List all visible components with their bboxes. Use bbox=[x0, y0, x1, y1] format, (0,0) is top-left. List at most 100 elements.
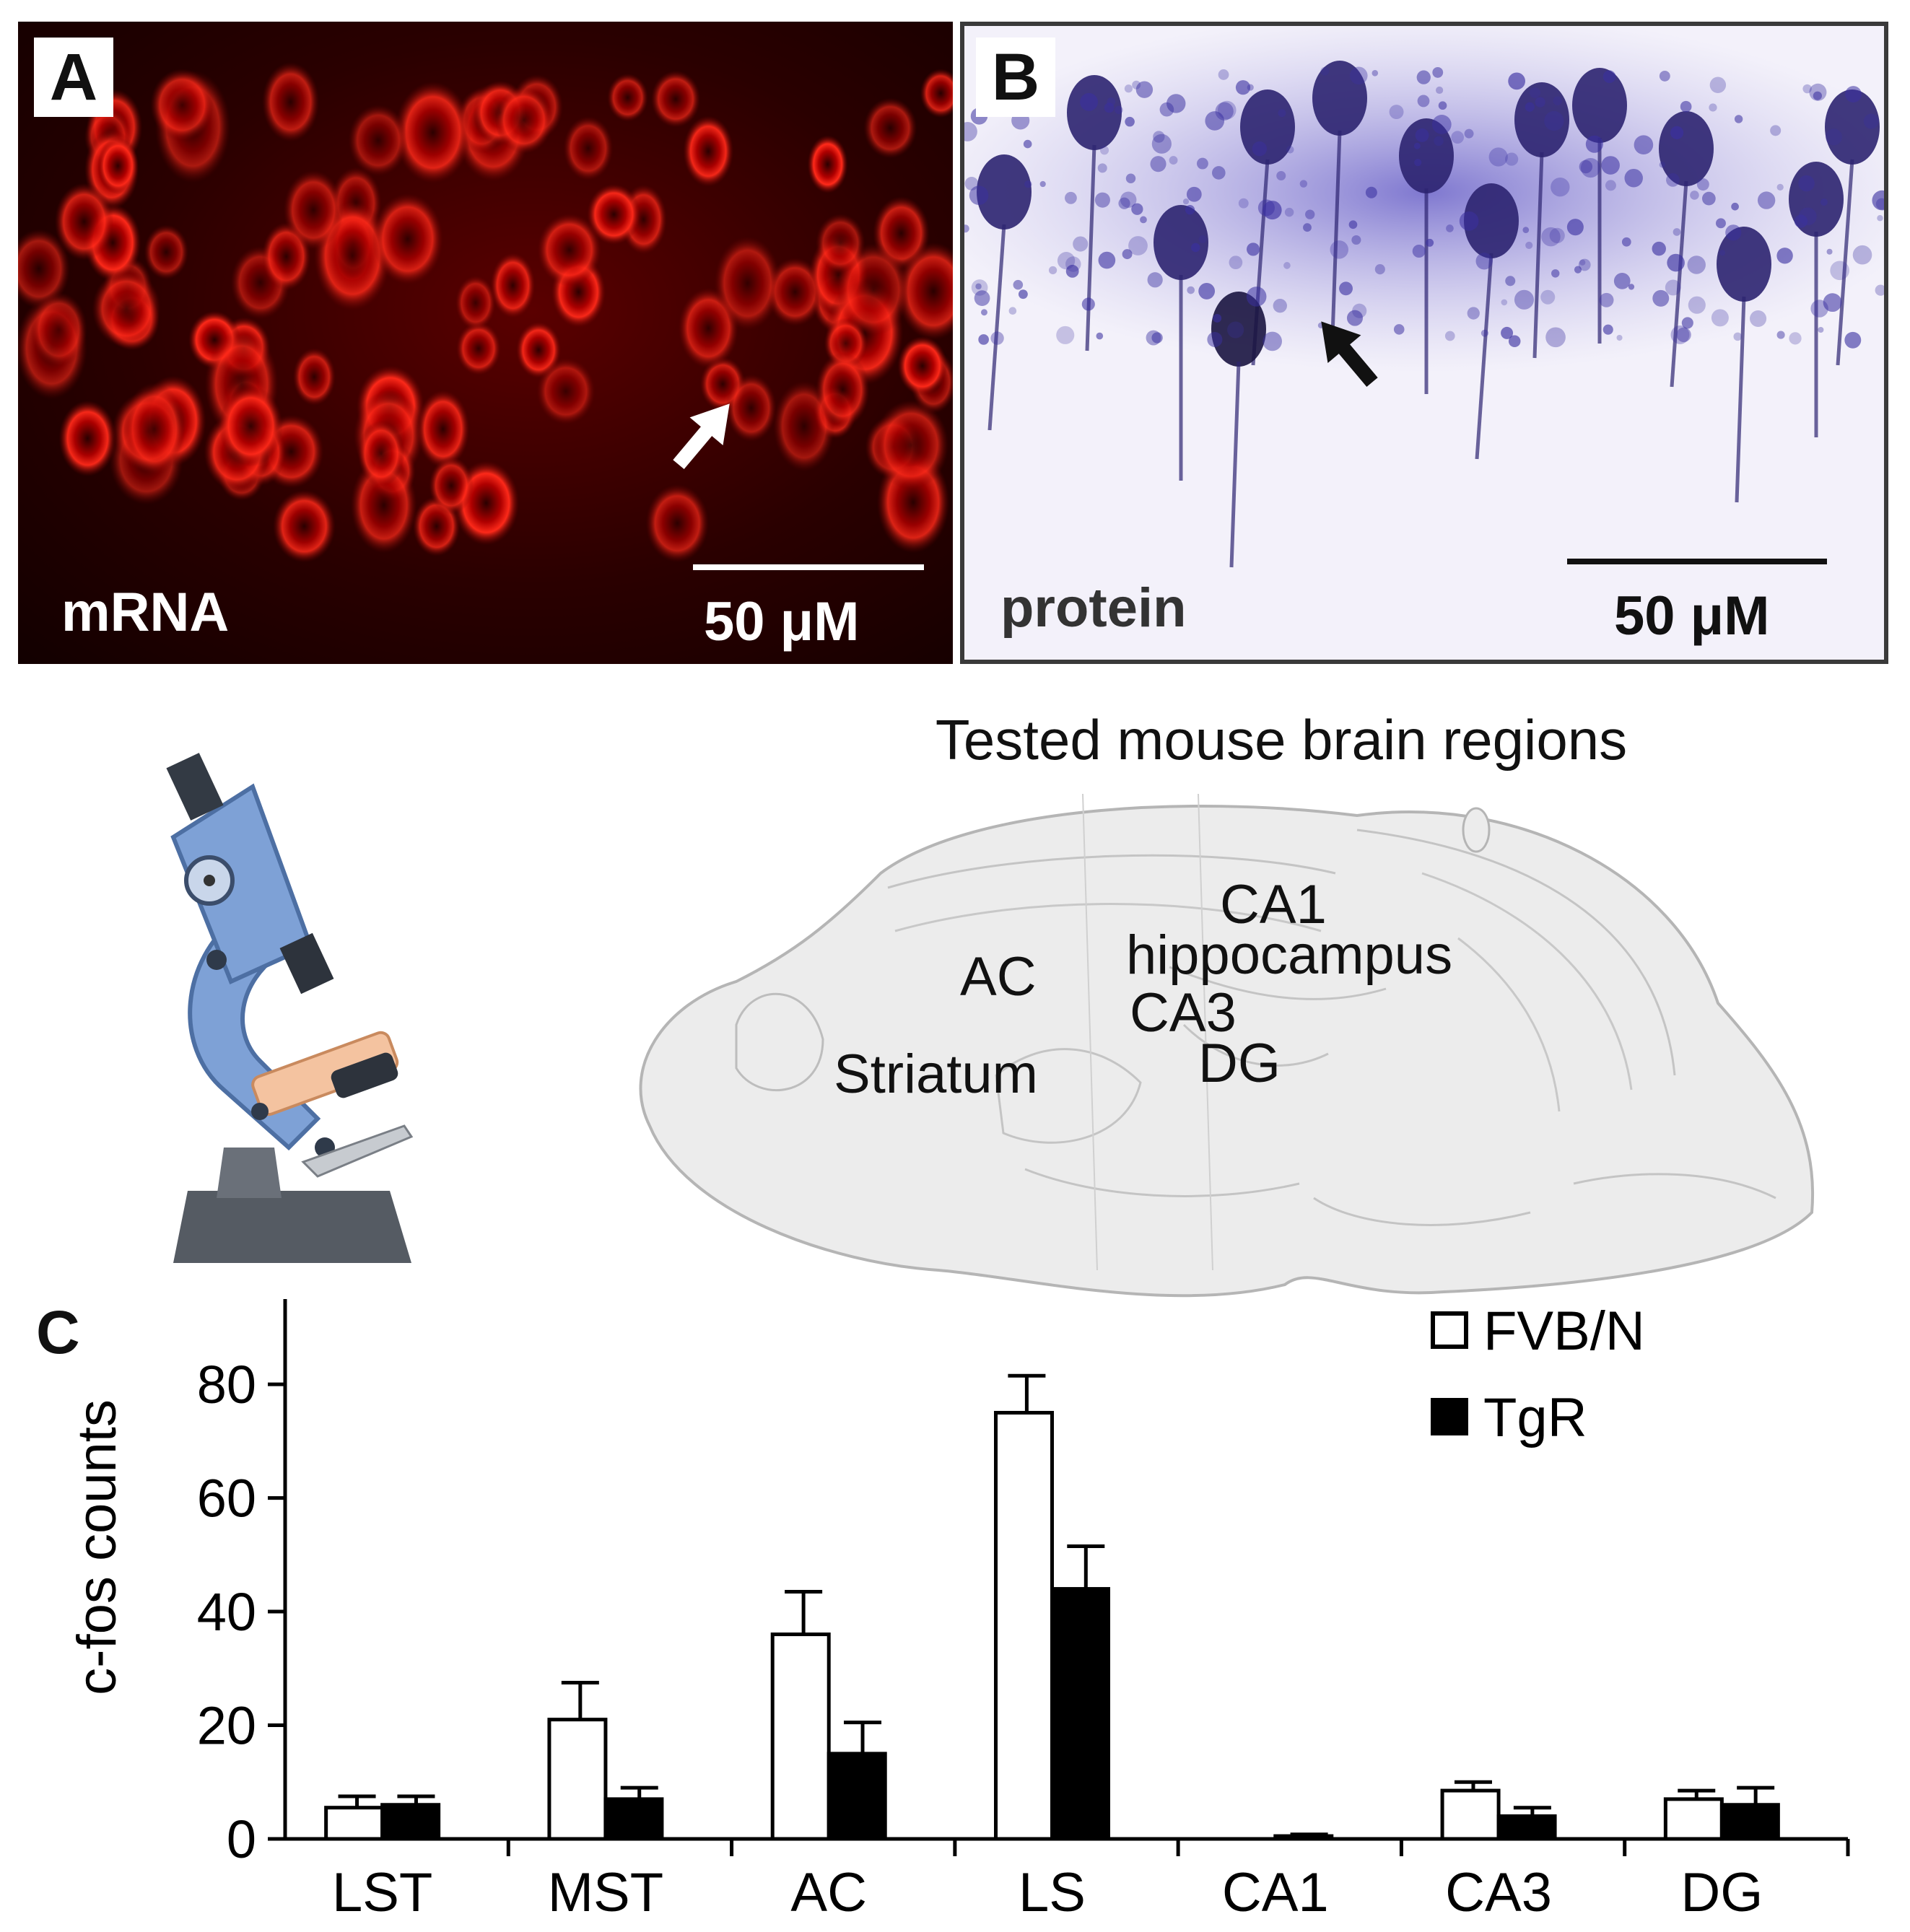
region-label-hippocampus: hippocampus bbox=[1126, 925, 1453, 986]
stain-speck bbox=[1845, 86, 1862, 103]
bar-fvb-n-lst bbox=[324, 1806, 385, 1841]
stain-speck bbox=[1278, 109, 1286, 118]
stain-speck bbox=[1434, 136, 1444, 147]
y-tick-label: 60 bbox=[197, 1469, 256, 1529]
stain-speck bbox=[1186, 186, 1202, 202]
y-tick-label: 40 bbox=[197, 1582, 256, 1642]
stain-speck bbox=[1436, 86, 1444, 95]
stain-speck bbox=[1670, 325, 1690, 344]
stain-speck bbox=[1475, 253, 1493, 270]
cell-soma bbox=[150, 69, 214, 141]
cell-soma bbox=[272, 489, 336, 563]
bar-fvb-n-ca3 bbox=[1440, 1788, 1501, 1841]
cell-soma bbox=[218, 385, 283, 467]
stain-speck bbox=[1549, 227, 1565, 244]
stain-speck bbox=[1374, 264, 1385, 275]
stain-speck bbox=[1451, 131, 1465, 144]
stain-speck bbox=[1431, 115, 1452, 134]
cell-soma bbox=[348, 104, 409, 177]
stain-speck bbox=[1544, 110, 1564, 131]
stain-speck bbox=[1205, 111, 1225, 131]
stain-speck bbox=[1218, 69, 1229, 80]
stain-speck bbox=[1666, 173, 1680, 187]
stain-speck bbox=[1153, 131, 1165, 143]
stain-speck bbox=[1057, 252, 1076, 270]
stain-speck bbox=[1776, 331, 1785, 339]
stain-speck bbox=[1365, 186, 1377, 198]
stain-speck bbox=[1081, 297, 1095, 311]
stain-speck bbox=[1687, 255, 1706, 274]
stain-speck bbox=[975, 283, 982, 290]
stain-speck bbox=[1540, 289, 1556, 305]
stain-speck bbox=[1426, 238, 1434, 247]
stain-speck bbox=[1135, 81, 1154, 98]
stain-speck bbox=[1670, 126, 1684, 139]
cell-soma bbox=[873, 400, 949, 490]
panel-a-caption: mRNA bbox=[61, 582, 230, 643]
stain-speck bbox=[1283, 262, 1291, 269]
cell-soma bbox=[350, 457, 417, 554]
stain-speck bbox=[1096, 332, 1104, 340]
bar-tgr-ac bbox=[827, 1752, 887, 1841]
stain-speck bbox=[1167, 94, 1186, 113]
cell-soma bbox=[261, 62, 320, 142]
stain-speck bbox=[1415, 128, 1429, 142]
stain-speck bbox=[1073, 236, 1089, 252]
stain-speck bbox=[1196, 157, 1208, 170]
cell-soma bbox=[725, 374, 777, 442]
stain-speck bbox=[1191, 242, 1200, 253]
stain-speck bbox=[1522, 227, 1530, 234]
bar-fvb-n-ls bbox=[994, 1410, 1054, 1841]
stain-speck bbox=[1481, 329, 1488, 337]
stained-neuron bbox=[1211, 292, 1266, 367]
bar-fvb-n-mst bbox=[547, 1718, 608, 1841]
stain-speck bbox=[1467, 307, 1480, 320]
stain-speck bbox=[1578, 258, 1591, 271]
stain-speck bbox=[1844, 331, 1862, 349]
stain-speck bbox=[1688, 296, 1706, 314]
bar-fvb-n-dg bbox=[1663, 1797, 1724, 1841]
cfos-bar-chart: 0 20 40 60 80 c-fos counts LST MST AC LS CA1 CA3 DG F… bbox=[66, 1299, 1850, 1923]
stain-speck bbox=[1505, 276, 1516, 287]
stain-speck bbox=[1446, 224, 1454, 232]
stain-speck bbox=[1823, 293, 1842, 312]
cell-soma bbox=[357, 420, 405, 487]
x-tick-label: CA3 bbox=[1445, 1862, 1552, 1923]
stain-speck bbox=[1349, 66, 1368, 85]
stain-speck bbox=[1525, 102, 1535, 112]
cell-soma bbox=[607, 73, 649, 122]
stain-speck bbox=[974, 290, 990, 307]
stain-speck bbox=[1276, 170, 1286, 180]
stain-speck bbox=[1459, 211, 1479, 231]
protein-cells-image bbox=[964, 26, 1884, 568]
stain-speck bbox=[1621, 237, 1631, 247]
x-tick-label: AC bbox=[790, 1862, 867, 1923]
stain-speck bbox=[1412, 244, 1426, 258]
stained-neuron bbox=[1514, 82, 1569, 157]
panel-a-letter: A bbox=[34, 38, 113, 117]
stain-speck bbox=[1508, 335, 1521, 348]
stain-speck bbox=[1825, 128, 1842, 146]
cell-soma bbox=[394, 82, 472, 183]
stain-speck bbox=[990, 331, 1004, 345]
stain-speck bbox=[1118, 197, 1130, 209]
panel-b-micrograph: B protein 50 μM bbox=[960, 22, 1888, 664]
stain-speck bbox=[1734, 115, 1743, 123]
cell-soma bbox=[645, 484, 710, 563]
stain-speck bbox=[1125, 173, 1136, 183]
stain-speck bbox=[1605, 180, 1616, 191]
stain-speck bbox=[1187, 286, 1195, 294]
cell-soma bbox=[429, 456, 474, 515]
stain-speck bbox=[1065, 264, 1079, 278]
y-tick-label: 80 bbox=[197, 1355, 256, 1415]
cell-soma bbox=[897, 336, 948, 396]
stain-speck bbox=[1830, 261, 1849, 281]
stain-speck bbox=[1238, 198, 1249, 209]
stain-speck bbox=[1809, 83, 1827, 101]
cell-soma bbox=[123, 383, 186, 476]
cell-soma bbox=[58, 400, 117, 477]
panel-c-letter: C bbox=[36, 1298, 80, 1366]
stain-speck bbox=[1094, 192, 1110, 208]
brain-regions-title: Tested mouse brain regions bbox=[935, 708, 1628, 772]
cell-soma bbox=[97, 137, 139, 195]
